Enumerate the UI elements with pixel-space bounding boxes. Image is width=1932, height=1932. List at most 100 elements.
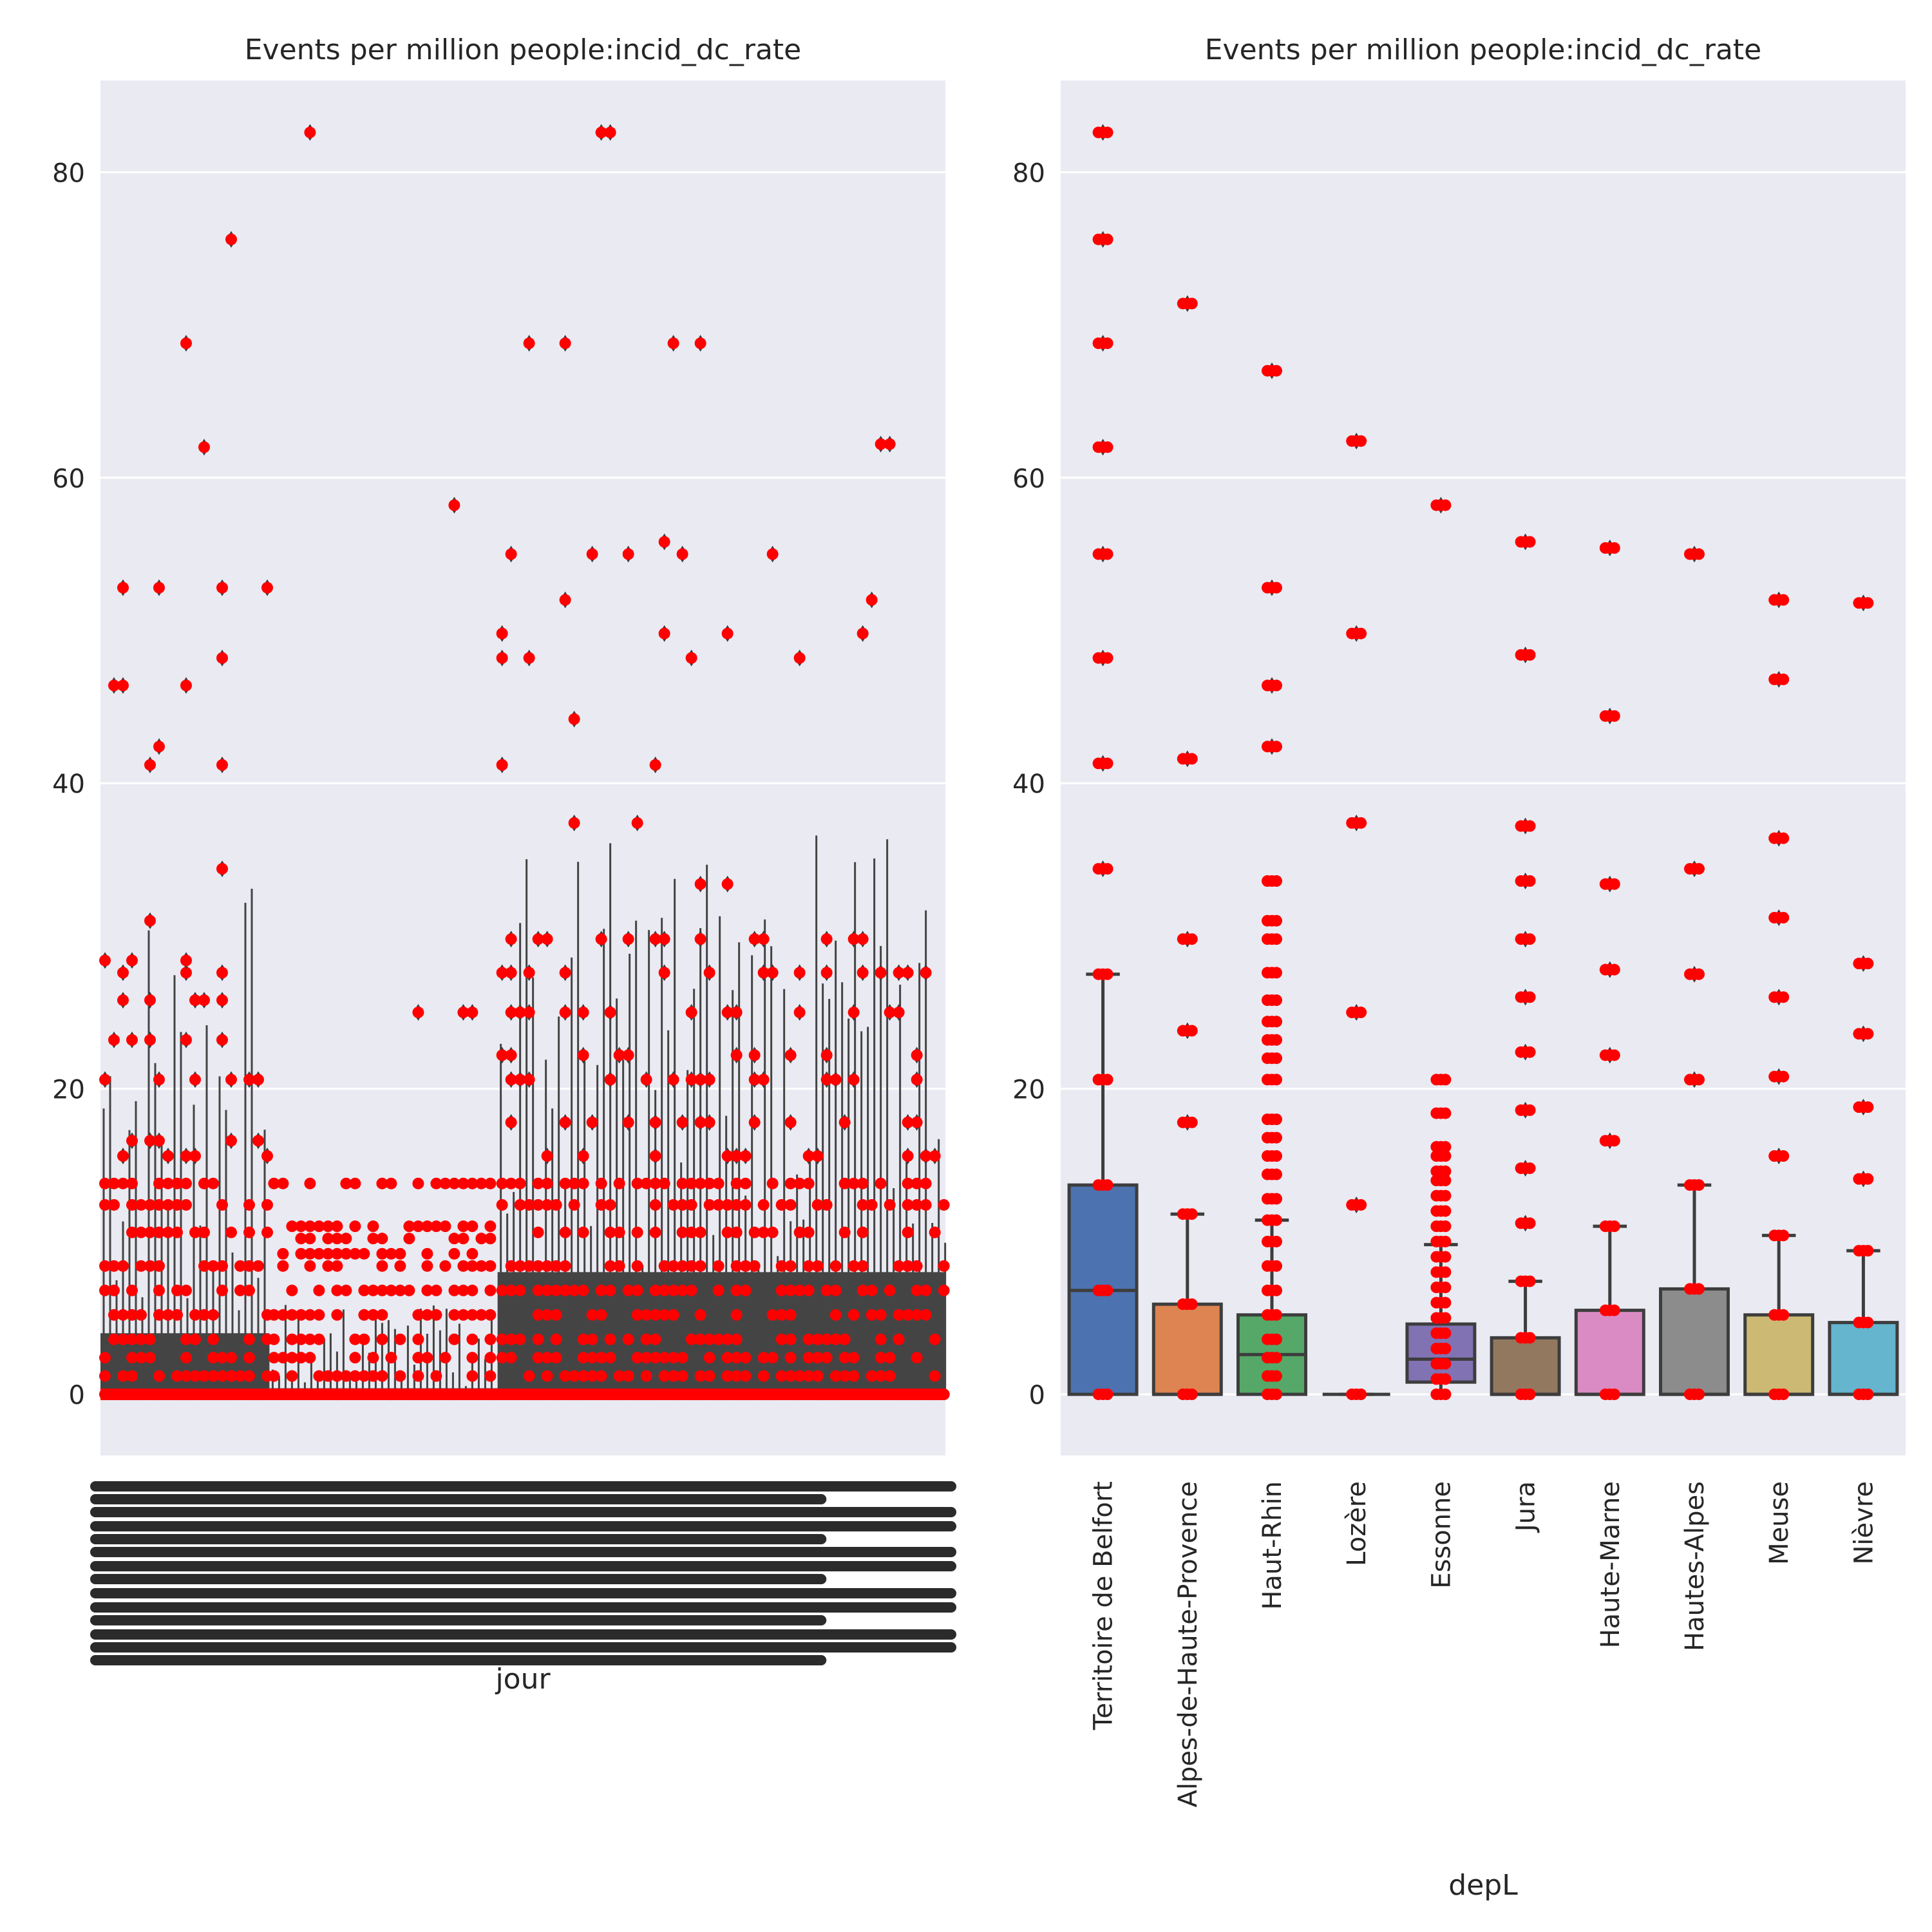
left-data-point [676,1177,688,1189]
left-data-point [243,1370,255,1382]
left-data-point [466,1260,478,1272]
left-data-point [640,1333,652,1345]
left-data-point [893,1333,905,1345]
right-data-point [1862,1101,1874,1113]
left-data-point [153,1177,165,1189]
left-data-point [820,1198,833,1211]
right-data-point [1862,1316,1874,1329]
left-data-point [622,1049,634,1061]
left-data-point [153,1226,165,1238]
left-data-point [658,1352,670,1364]
left-data-point [243,1198,255,1211]
left-data-point [243,1284,255,1296]
left-data-point [685,1074,697,1086]
left-data-point [902,1177,914,1189]
left-data-point [198,441,210,453]
left-data-point [225,1352,237,1364]
left-data-point [775,1284,788,1296]
left-data-point [559,967,571,979]
left-data-point [430,1309,442,1321]
left-data-point [848,1352,860,1364]
left-data-point [586,1309,598,1321]
left-data-point [902,967,914,979]
left-data-point [658,1370,670,1382]
left-data-point [604,1007,616,1019]
left-data-point [99,1198,111,1211]
left-y-tick-label: 60 [52,464,85,494]
left-data-point [505,1074,517,1086]
left-data-point [117,1150,129,1162]
left-data-point [685,1260,697,1272]
left-data-point [358,1370,370,1382]
left-data-point [514,1007,526,1019]
left-data-point [784,1352,797,1364]
left-data-point [117,1370,129,1382]
right-data-point [1271,967,1282,979]
left-data-point [721,1370,734,1382]
left-data-point [866,1198,878,1211]
left-data-point [811,1333,824,1345]
left-data-point [604,1352,616,1364]
left-data-point [685,1226,697,1238]
left-data-point [550,1198,562,1211]
right-data-point [1524,820,1536,832]
left-data-point [875,438,887,450]
left-data-point [857,1177,869,1189]
left-data-point [911,1074,923,1086]
left-data-point [421,1352,433,1364]
right-data-point [1439,1205,1452,1217]
left-data-point [920,1284,932,1296]
left-data-point [180,337,192,350]
left-data-point [189,1309,201,1321]
left-data-point [739,1198,752,1211]
left-data-point [189,1150,201,1162]
left-y-tick-label: 20 [52,1075,85,1105]
right-data-point [1524,1388,1536,1401]
left-data-point [667,337,679,350]
left-data-point [793,1226,806,1238]
left-data-point [775,1309,788,1321]
left-data-point [126,1284,138,1296]
left-data-point [216,1284,228,1296]
right-data-point [1693,1074,1705,1086]
left-data-point [541,1260,553,1272]
left-data-point [523,1260,535,1272]
left-data-point [694,1177,706,1189]
left-data-point [622,548,634,560]
left-data-point [505,1352,517,1364]
left-data-point [225,1370,237,1382]
left-data-point [108,1284,120,1296]
left-data-point [349,1220,361,1233]
right-data-point [1862,597,1874,609]
left-data-point [712,1177,724,1189]
right-data-point [1693,863,1705,875]
left-data-point [466,1370,478,1382]
left-data-point [658,536,670,548]
left-data-point [640,1352,652,1364]
left-data-point [920,1198,932,1211]
right-data-point [1271,1074,1282,1086]
left-data-point [884,1352,896,1364]
left-data-point [189,1074,201,1086]
left-data-point [613,1260,625,1272]
left-data-point [180,1034,192,1046]
left-data-point [559,594,571,606]
left-data-point [857,1284,869,1296]
left-data-point [349,1247,361,1260]
left-data-point [649,933,661,945]
left-data-point [866,1309,878,1321]
left-data-point [748,1260,761,1272]
right-data-point [1777,1229,1790,1242]
left-data-point [811,1198,824,1211]
left-data-point [126,1370,138,1382]
left-data-point [394,1260,406,1272]
right-data-point [1186,753,1198,765]
right-data-point [1439,1165,1452,1177]
left-data-point [313,1220,325,1233]
right-data-point [1271,1193,1282,1205]
left-data-point [613,1370,625,1382]
left-data-point [848,933,860,945]
left-data-point [144,914,156,927]
right-data-point [1693,548,1705,560]
right-data-point [1271,1352,1282,1364]
